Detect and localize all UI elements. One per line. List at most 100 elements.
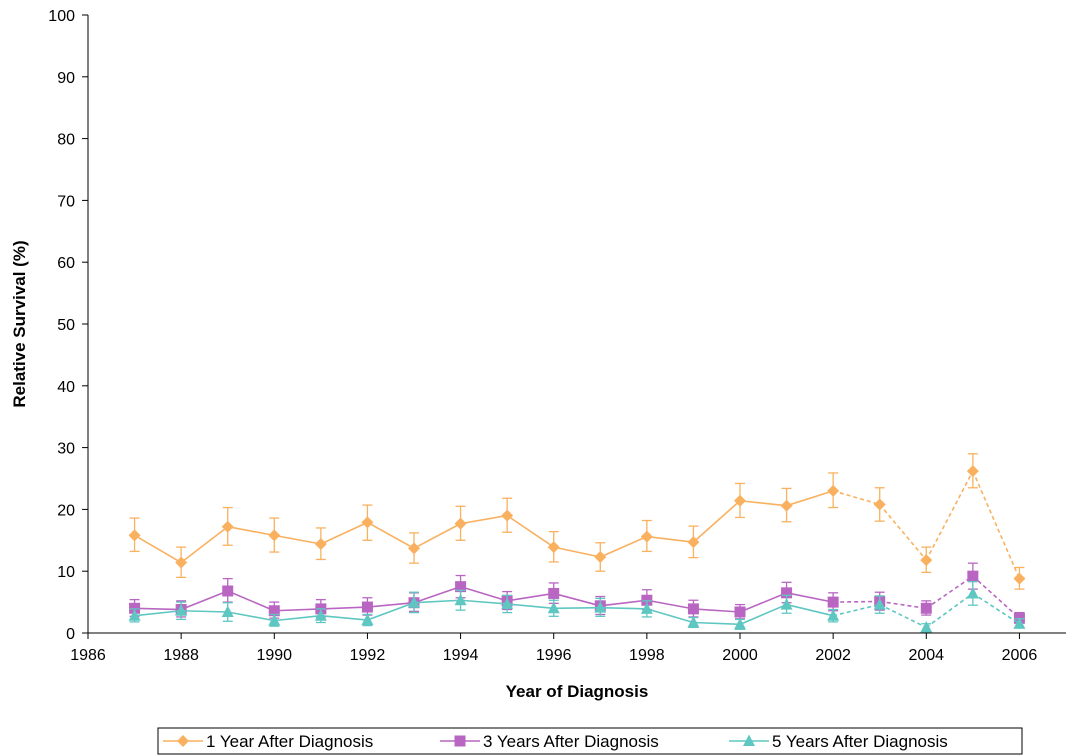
data-point-square	[967, 570, 979, 582]
series-line-segment	[925, 470, 974, 561]
data-point-diamond	[640, 530, 653, 543]
data-point-triangle	[743, 734, 755, 746]
series-line-segment	[833, 600, 880, 603]
y-tick-label: 50	[57, 317, 75, 334]
series-line-segment	[413, 522, 461, 550]
data-point-diamond	[687, 536, 700, 549]
data-point-triangle	[268, 614, 281, 626]
series-line-segment	[413, 585, 461, 604]
data-point-diamond	[1013, 572, 1026, 585]
data-point-triangle	[454, 593, 467, 606]
series-line-segment	[879, 600, 927, 610]
x-tick-label: 1986	[70, 647, 106, 664]
data-point-diamond	[175, 556, 188, 569]
x-axis-ticks: 1986 1988 1990 1992 1994 1996 1998 2000 2002 2004…	[70, 633, 1037, 664]
data-point-diamond	[408, 542, 420, 555]
data-point-triangle	[175, 604, 188, 616]
series-line-segment	[180, 590, 229, 611]
series-line-segment	[646, 608, 694, 624]
series-1	[128, 453, 1026, 590]
data-point-triangle	[361, 613, 374, 626]
data-point-diamond	[501, 509, 514, 522]
x-tick-label: 1998	[629, 647, 665, 664]
data-point-triangle	[966, 586, 979, 599]
data-point-diamond	[734, 494, 746, 507]
series-line-segment	[739, 499, 787, 507]
series-line-segment	[367, 601, 415, 621]
series-line-segment	[553, 606, 601, 610]
data-point-diamond	[361, 516, 374, 529]
data-point-square	[687, 603, 699, 615]
data-point-square	[455, 581, 467, 593]
x-tick-label: 2000	[722, 647, 758, 664]
data-point-square	[734, 606, 746, 618]
legend-label: 5 Years After Diagnosis	[772, 732, 948, 751]
data-point-diamond	[177, 735, 189, 747]
series-line-segment	[600, 606, 647, 610]
series-line-segment	[320, 521, 368, 545]
series-line-segment	[180, 526, 229, 564]
data-point-square	[454, 735, 466, 747]
series-line-segment	[274, 608, 321, 612]
legend-item-1: 1 Year After Diagnosis	[163, 732, 373, 751]
series-line-segment	[692, 500, 741, 543]
series-line-segment	[274, 614, 321, 622]
x-tick-label: 2002	[815, 647, 851, 664]
legend-item-2: 3 Years After Diagnosis	[440, 732, 659, 751]
series-line-segment	[646, 535, 694, 543]
data-point-triangle	[408, 596, 420, 608]
series-line-segment	[460, 599, 508, 605]
data-point-triangle	[920, 620, 933, 633]
y-tick-label: 10	[57, 564, 75, 581]
series-line-segment	[413, 599, 461, 604]
series-line-segment	[693, 608, 741, 613]
series-line-segment	[599, 535, 648, 558]
y-tick-label: 60	[57, 255, 75, 272]
series-line-segment	[506, 514, 555, 548]
series-line-segment	[227, 525, 275, 537]
y-tick-label: 100	[48, 8, 75, 25]
x-tick-label: 1994	[443, 647, 479, 664]
data-point-square	[361, 601, 373, 613]
y-axis-title: Relative Survival (%)	[10, 240, 29, 407]
y-tick-label: 30	[57, 441, 75, 458]
series-3	[128, 581, 1026, 633]
data-point-triangle	[734, 617, 746, 630]
series-line-segment	[274, 534, 322, 545]
y-tick-label: 70	[57, 193, 75, 210]
series-line-segment	[320, 606, 368, 610]
series-line-segment	[134, 609, 182, 617]
series-line-segment	[972, 470, 1021, 579]
series-line-segment	[460, 585, 508, 602]
series-line-segment	[879, 603, 927, 629]
data-point-diamond	[268, 529, 281, 542]
series-line-segment	[227, 611, 275, 622]
series-line-segment	[972, 575, 1020, 619]
data-point-diamond	[547, 541, 560, 554]
series-layer	[128, 453, 1026, 633]
series-line-segment	[879, 503, 927, 561]
plot-area	[87, 15, 1066, 634]
series-line-segment	[832, 490, 880, 506]
data-point-triangle	[780, 598, 793, 610]
data-point-diamond	[221, 520, 234, 533]
data-point-square	[548, 587, 560, 599]
data-point-square	[222, 585, 234, 597]
series-line-segment	[832, 603, 880, 617]
series-line-segment	[600, 599, 647, 607]
series-line-segment	[181, 609, 228, 613]
x-tick-label: 2004	[908, 647, 944, 664]
data-point-triangle	[687, 615, 700, 628]
y-tick-label: 90	[57, 70, 75, 87]
x-tick-label: 1990	[256, 647, 292, 664]
data-point-diamond	[594, 550, 607, 563]
series-line-segment	[646, 599, 694, 610]
x-tick-label: 1992	[350, 647, 386, 664]
series-line-segment	[739, 592, 787, 613]
data-point-triangle	[594, 601, 607, 613]
data-point-triangle	[314, 609, 327, 621]
x-axis-title: Year of Diagnosis	[506, 682, 649, 701]
legend-label: 1 Year After Diagnosis	[206, 732, 373, 751]
x-tick-label: 1996	[536, 647, 572, 664]
legend-item-3: 5 Years After Diagnosis	[729, 732, 948, 751]
